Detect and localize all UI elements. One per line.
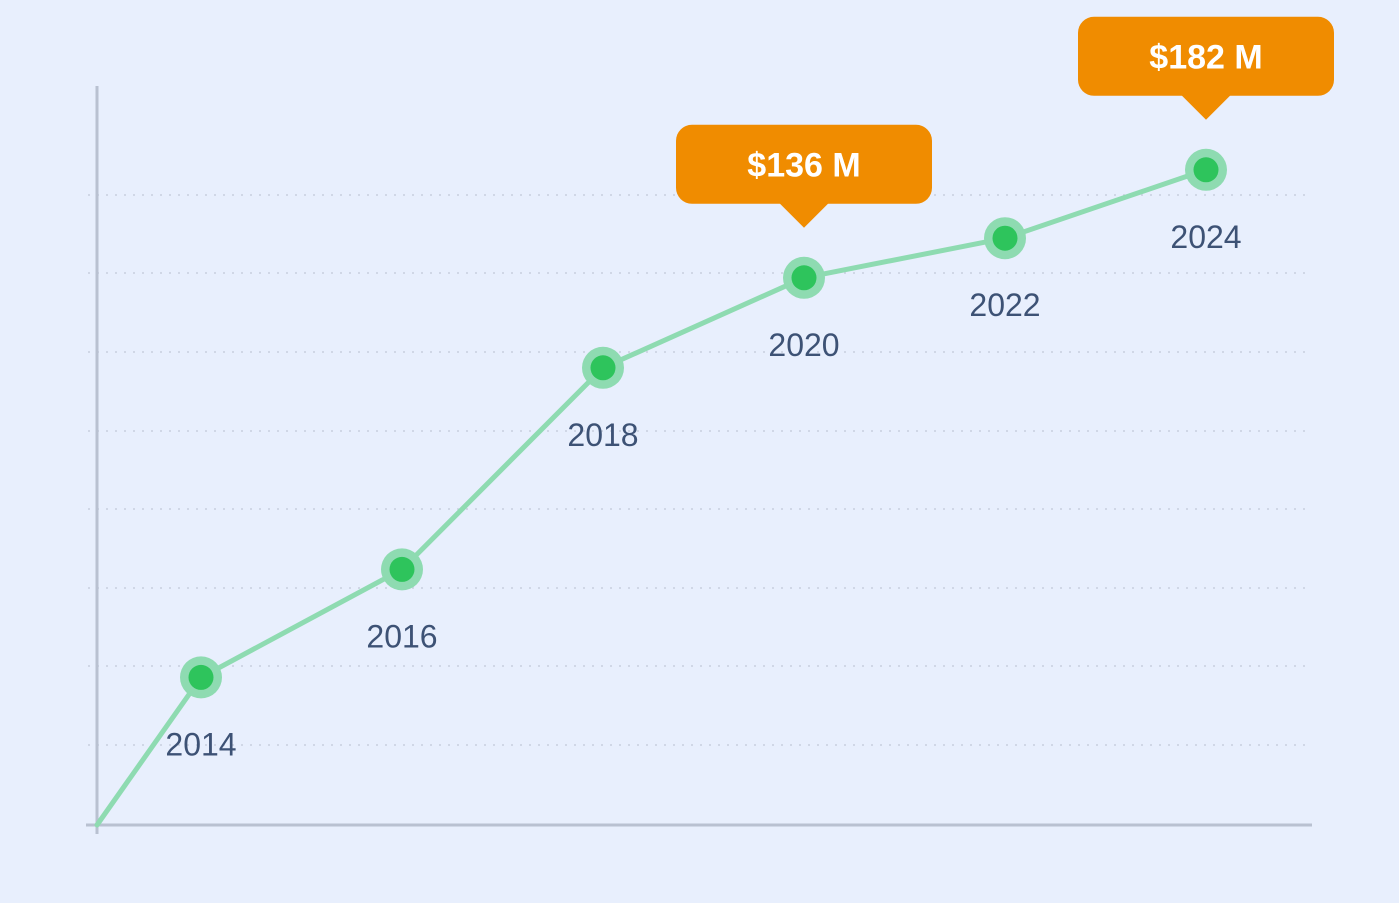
year-label-2022: 2022 [969, 287, 1040, 323]
data-point-dot [188, 664, 214, 690]
value-callout: $136 M [676, 124, 932, 228]
year-label-2020: 2020 [768, 327, 839, 363]
data-point-2022 [984, 217, 1026, 260]
year-labels: 2014 2016 2018 2020 2022 2024 [165, 219, 1241, 763]
callout-box [1078, 16, 1334, 96]
data-point-dot [992, 225, 1018, 251]
callout-value: $136 M [747, 146, 860, 184]
year-label-2024: 2024 [1170, 219, 1241, 255]
callout-pointer [779, 202, 829, 228]
callout-pointer [1181, 94, 1231, 120]
data-point-2020 [783, 256, 825, 299]
data-point-2024 [1185, 148, 1227, 191]
data-point-2016 [381, 548, 423, 591]
data-point-dot [389, 556, 415, 582]
data-point-dot [791, 265, 817, 291]
callout-box [676, 124, 932, 204]
value-callouts: $136 M $182 M [676, 16, 1334, 228]
data-points [180, 148, 1227, 699]
grid-lines [88, 194, 1312, 746]
year-label-2018: 2018 [567, 417, 638, 453]
data-point-dot [1193, 157, 1219, 183]
callout-value: $182 M [1149, 38, 1262, 76]
value-callout: $182 M [1078, 16, 1334, 120]
data-point-2014 [180, 656, 222, 699]
series-line [94, 167, 1209, 828]
data-point-dot [590, 355, 616, 381]
year-label-2016: 2016 [366, 618, 437, 654]
data-point-2018 [582, 346, 624, 389]
year-label-2014: 2014 [165, 726, 236, 762]
